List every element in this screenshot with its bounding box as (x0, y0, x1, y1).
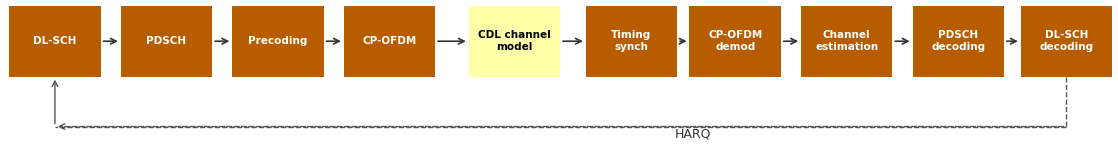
FancyBboxPatch shape (1021, 6, 1112, 77)
FancyBboxPatch shape (912, 6, 1004, 77)
FancyBboxPatch shape (121, 6, 212, 77)
FancyBboxPatch shape (343, 6, 435, 77)
FancyBboxPatch shape (586, 6, 678, 77)
Text: Channel
estimation: Channel estimation (815, 30, 879, 52)
Text: Precoding: Precoding (248, 36, 307, 46)
FancyBboxPatch shape (233, 6, 324, 77)
Text: DL-SCH: DL-SCH (34, 36, 77, 46)
Text: PDSCH: PDSCH (146, 36, 187, 46)
Text: HARQ: HARQ (674, 127, 711, 140)
Text: DL-SCH
decoding: DL-SCH decoding (1040, 30, 1093, 52)
FancyBboxPatch shape (9, 6, 101, 77)
Text: CDL channel
model: CDL channel model (479, 30, 551, 52)
FancyBboxPatch shape (690, 6, 781, 77)
Text: CP-OFDM
demod: CP-OFDM demod (708, 30, 762, 52)
Text: Timing
synch: Timing synch (612, 30, 652, 52)
FancyBboxPatch shape (468, 6, 560, 77)
Text: CP-OFDM: CP-OFDM (362, 36, 417, 46)
Text: PDSCH
decoding: PDSCH decoding (931, 30, 985, 52)
FancyBboxPatch shape (800, 6, 892, 77)
